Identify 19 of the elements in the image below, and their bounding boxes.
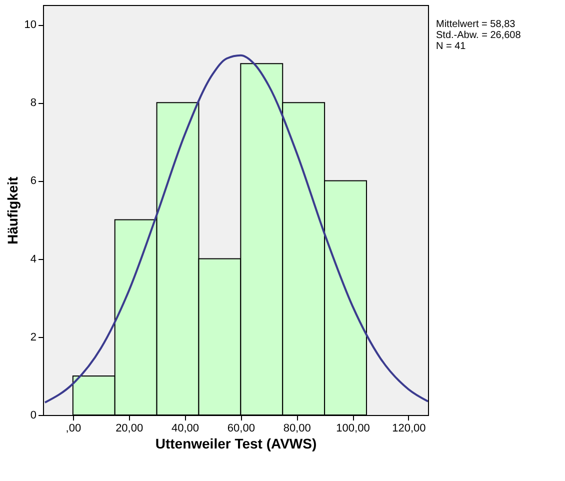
x-tick-label: 60,00 — [227, 422, 255, 434]
y-axis-title: Häufigkeit — [4, 176, 20, 244]
line-series — [44, 54, 428, 404]
x-axis-title: Uttenweiler Test (AVWS) — [155, 436, 317, 452]
text: N = 41 — [436, 41, 466, 52]
x-tick-label: 20,00 — [116, 422, 144, 434]
x-tick-label: 40,00 — [171, 422, 200, 434]
text: Mittelwert = 58,83 — [436, 19, 516, 30]
y-tick-label: 4 — [30, 253, 36, 266]
x-tick-label: 100,00 — [336, 422, 370, 434]
y-tick-label: 2 — [30, 331, 36, 344]
x-tick-label: 80,00 — [283, 422, 311, 434]
y-tick-label: 10 — [24, 19, 36, 32]
text: Std.-Abw. = 26,608 — [436, 30, 522, 41]
y-tick-label: 6 — [30, 175, 36, 188]
x-tick-label: ,00 — [66, 422, 82, 434]
x-tick-label: 120,00 — [392, 422, 426, 434]
y-tick-label: 8 — [30, 97, 36, 110]
y-tick-label: 0 — [30, 410, 36, 422]
